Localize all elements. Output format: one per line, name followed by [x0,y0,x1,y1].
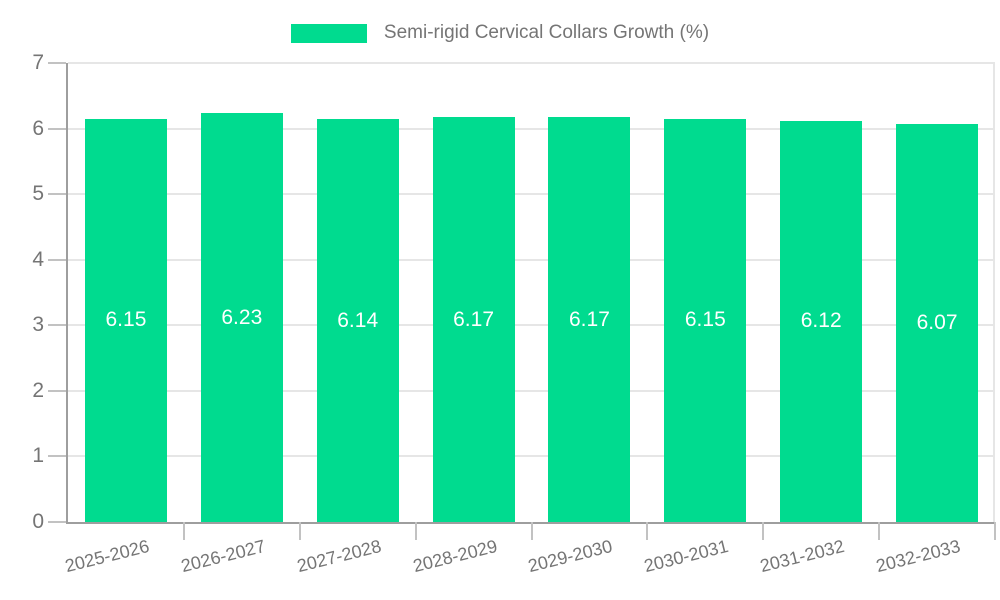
bar-value-label: 6.07 [916,310,958,334]
y-tick-mark [48,324,66,327]
x-axis-label: 2025-2026 [62,535,152,577]
x-tick-mark [646,522,649,540]
legend-label: Semi-rigid Cervical Collars Growth (%) [383,22,710,43]
gridline [68,62,995,64]
bar [84,118,167,522]
y-tick-label: 2 [32,378,44,402]
y-tick-mark [48,389,66,392]
bar [896,123,979,522]
right-border-gridline [993,63,995,522]
x-axis-label: 2031-2032 [758,535,847,577]
bar-value-label: 6.12 [800,309,842,333]
y-tick-mark [48,521,66,523]
y-tick-mark [48,258,66,261]
bar-value-label: 6.14 [337,308,379,332]
x-axis-label: 2030-2031 [642,535,731,577]
x-tick-mark [994,522,996,540]
y-tick-mark [48,127,66,130]
x-tick-mark [414,522,417,540]
x-axis-label: 2027-2028 [294,535,384,577]
x-tick-mark [762,522,765,540]
bar-value-label: 6.15 [684,308,726,332]
bar-value-label: 6.15 [105,308,147,332]
y-tick-label: 1 [32,444,44,468]
y-tick-mark [48,62,66,64]
y-tick-label: 0 [32,510,44,533]
gridline [68,258,995,261]
gridline [68,455,995,458]
y-tick-label: 6 [32,116,44,140]
x-tick-mark [530,522,533,540]
x-tick-mark [298,522,301,540]
gridline [68,127,995,130]
bar [316,119,399,522]
legend-swatch-icon [290,23,367,43]
y-tick-label: 7 [32,51,44,74]
bar [548,117,631,522]
bar-value-label: 6.17 [453,307,494,331]
gridline [68,324,995,327]
y-tick-label: 5 [32,182,44,206]
bar-value-label: 6.23 [221,305,263,329]
gridline [68,193,995,196]
y-tick-mark [48,193,66,196]
x-axis-label: 2029-2030 [526,535,615,577]
legend[interactable]: Semi-rigid Cervical Collars Growth (%) [0,22,1000,44]
gridline [68,389,995,392]
bar [780,120,863,522]
plot-area: 0 1 2 3 4 5 6 7 6.15 2025-2026 6.23 2026-2027 6.14 20… [32,51,996,576]
y-tick-label: 4 [32,247,44,271]
bar [664,118,747,522]
x-tick-mark [878,522,881,540]
y-tick-label: 3 [32,313,44,337]
x-axis-label: 2032-2033 [874,535,963,577]
x-tick-mark [182,522,185,540]
bar [200,113,283,522]
bar-value-label: 6.17 [569,307,610,331]
bar [432,117,515,522]
x-axis-label: 2028-2029 [410,535,499,577]
x-axis-label: 2026-2027 [178,535,268,577]
y-axis-line [66,63,68,522]
y-tick-mark [48,455,66,458]
